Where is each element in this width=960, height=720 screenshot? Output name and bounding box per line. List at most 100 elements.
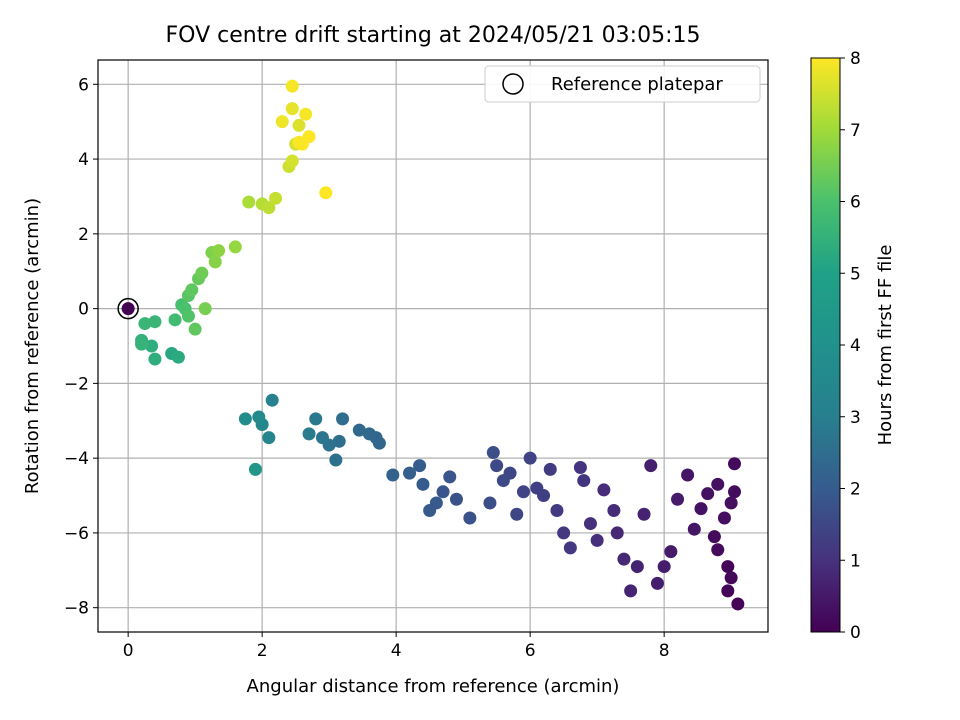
data-points	[121, 79, 745, 611]
data-point	[573, 461, 587, 475]
data-point	[583, 517, 597, 531]
data-point	[352, 423, 366, 437]
data-point	[299, 107, 313, 121]
data-point	[285, 79, 299, 93]
data-point	[248, 462, 262, 476]
data-point	[721, 560, 735, 574]
data-point	[687, 522, 701, 536]
data-point	[145, 339, 159, 353]
data-point	[262, 201, 276, 215]
data-point	[711, 543, 725, 557]
data-point	[285, 102, 299, 116]
data-point	[624, 584, 638, 598]
data-point	[711, 477, 725, 491]
data-point	[617, 552, 631, 566]
data-point	[185, 283, 199, 297]
data-point	[483, 496, 497, 510]
colorbar-label: Hours from first FF file	[875, 245, 896, 446]
legend: Reference platepar	[484, 65, 761, 103]
colorbar-tick-label: 8	[850, 49, 861, 69]
data-point	[701, 487, 715, 501]
data-point	[168, 313, 182, 327]
chart-title: FOV centre drift starting at 2024/05/21 …	[166, 23, 701, 48]
colorbar-gradient	[810, 57, 841, 633]
data-point	[707, 530, 721, 544]
data-point	[423, 503, 437, 517]
data-point	[637, 507, 651, 521]
reference-platepar-marker	[117, 297, 139, 320]
data-point	[302, 130, 316, 144]
colorbar-tick-label: 4	[850, 336, 861, 356]
data-point	[386, 468, 400, 482]
x-axis-label: Angular distance from reference (arcmin)	[247, 676, 620, 697]
legend-reference-marker	[502, 73, 524, 95]
colorbar-tick-label: 1	[850, 551, 861, 571]
legend-box	[484, 65, 761, 103]
data-point	[302, 427, 316, 441]
data-point	[607, 503, 621, 517]
data-point	[138, 317, 152, 331]
data-point	[436, 485, 450, 499]
data-point	[148, 352, 162, 366]
data-point	[238, 412, 252, 426]
data-point	[530, 481, 544, 495]
data-point	[721, 584, 735, 598]
data-point	[463, 511, 477, 525]
colorbar-tick-label: 2	[850, 480, 861, 500]
data-point	[496, 474, 510, 488]
data-point	[212, 244, 226, 258]
data-point	[242, 195, 256, 209]
data-point	[269, 191, 283, 205]
data-point	[664, 545, 678, 559]
data-point	[198, 302, 212, 316]
colorbar-tick-label: 0	[850, 623, 861, 643]
y-tick-label: 4	[78, 150, 89, 170]
colorbar-tick-label: 6	[850, 193, 861, 213]
data-point	[262, 431, 276, 445]
data-point	[657, 560, 671, 574]
y-tick-label: 2	[78, 225, 89, 245]
data-point	[597, 483, 611, 497]
data-point	[630, 560, 644, 574]
data-point	[403, 466, 417, 480]
x-tick-label: 8	[659, 641, 670, 661]
data-point	[694, 502, 708, 516]
data-point	[336, 412, 350, 426]
data-point	[610, 526, 624, 540]
y-tick-label: 0	[78, 300, 89, 320]
data-point	[292, 118, 306, 132]
data-point	[252, 410, 266, 424]
y-tick-label: −8	[64, 599, 89, 619]
x-tick-label: 4	[391, 641, 402, 661]
data-point	[510, 507, 524, 521]
data-point	[731, 597, 745, 611]
data-point	[228, 240, 242, 254]
data-point	[171, 350, 185, 364]
data-point	[208, 255, 222, 269]
data-point	[315, 431, 329, 445]
data-point	[728, 485, 741, 499]
data-point	[724, 571, 738, 585]
y-tick-label: −4	[64, 449, 89, 469]
data-point	[550, 503, 564, 517]
data-point	[516, 485, 530, 499]
data-point	[413, 459, 427, 473]
x-tick-label: 0	[123, 641, 134, 661]
y-axis-label: Rotation from reference (arcmin)	[22, 198, 43, 494]
data-point	[671, 492, 685, 506]
data-point	[650, 576, 664, 590]
data-point	[728, 457, 741, 471]
data-point	[121, 302, 135, 316]
colorbar: 0 1 2 3 4 5 6 7 8 Hours from first FF file	[810, 49, 896, 643]
x-axis-ticks: 0 2 4 6 8	[123, 632, 670, 661]
data-point	[135, 337, 149, 351]
data-point	[543, 462, 557, 476]
data-point	[362, 427, 376, 441]
data-point	[265, 393, 279, 407]
x-tick-label: 2	[257, 641, 268, 661]
data-point	[563, 541, 577, 555]
data-point	[443, 470, 457, 484]
y-tick-label: −6	[64, 524, 89, 544]
data-point	[486, 446, 500, 460]
